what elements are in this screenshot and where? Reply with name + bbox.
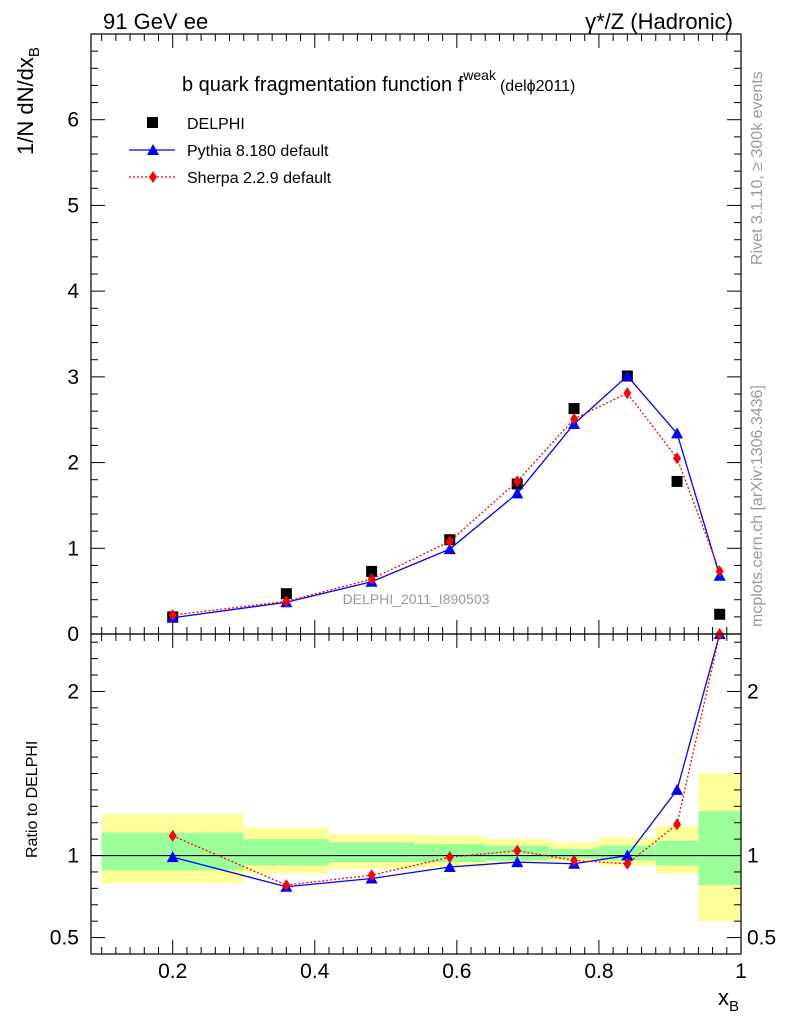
main-sherpa-2-2-9-default-point (570, 412, 579, 425)
main-y-tick-label: 0 (67, 623, 79, 646)
x-axis-label-subscript: B (729, 998, 739, 1015)
x-tick-label: 0.8 (584, 960, 613, 983)
main-sherpa-2-2-9-default-point (673, 452, 682, 465)
ratio-y-ticks: 0.5 0.5 1 1 2 2 (50, 641, 776, 955)
ratio-pythia-8-180-default-point (443, 861, 456, 873)
main-pythia-8-180-default-point (621, 370, 634, 381)
main-y-tick-label: 4 (67, 280, 79, 303)
analysis-watermark: DELPHI_2011_I890503 (343, 591, 490, 607)
ratio-sherpa-2-2-9-default-point (673, 818, 682, 831)
main-sherpa-2-2-9-default-point (715, 565, 724, 578)
main-plot-marks (166, 370, 726, 623)
ratio-pythia-8-180-default-point (671, 783, 684, 795)
ratio-pythia-8-180-default-point (621, 849, 634, 861)
main-delphi-point (280, 588, 292, 600)
ratio-band-green (698, 811, 741, 886)
ratio-y-tick-label-right: 2 (747, 680, 759, 703)
ratio-panel-frame (90, 633, 742, 955)
ratio-x-ticks: 0.2 0.4 0.6 0.8 1 (101, 634, 747, 983)
main-pythia-8-180-default-point (511, 487, 524, 499)
main-delphi-point (714, 608, 726, 620)
main-title-suffix: (delϕ2011) (500, 78, 575, 95)
ratio-y-axis-label: Ratio to DELPHI (24, 741, 41, 858)
legend-delphi-label: DELPHI (187, 116, 245, 133)
ratio-y-tick-label-left: 1 (67, 845, 79, 868)
ratio-band-green (655, 840, 699, 866)
main-sherpa-2-2-9-default-point (282, 595, 291, 608)
main-y-axis-label-text: 1/N dN/dx (13, 57, 38, 155)
ratio-uncertainty-bands (91, 773, 741, 922)
main-sherpa-2-2-9-default-point (513, 475, 522, 488)
header-left-label: 91 GeV ee (103, 9, 208, 34)
legend-pythia-label: Pythia 8.180 default (187, 143, 329, 160)
main-sherpa-2-2-9-default-line (172, 392, 721, 616)
x-tick-label: 1 (735, 960, 747, 983)
main-panel: 0 1 2 3 4 5 6 DELPHI_2011_I890503 b quark frag… (13, 33, 742, 646)
ratio-pythia-8-180-default-point (511, 856, 524, 868)
header-right-label: γ*/Z (Hadronic) (585, 9, 733, 34)
main-y-tick-label: 5 (67, 194, 79, 217)
ratio-band-green (549, 848, 599, 859)
main-y-tick-label: 1 (67, 537, 79, 560)
main-delphi-point (366, 565, 378, 577)
main-title-superscript: weak (462, 67, 497, 83)
ratio-y-tick-label-right: 0.5 (747, 927, 776, 950)
main-sherpa-2-2-9-default-point (367, 573, 376, 586)
x-tick-label: 0.4 (300, 960, 330, 983)
ratio-sherpa-2-2-9-default-point (570, 854, 579, 867)
main-title-text: b quark fragmentation function f (182, 74, 464, 96)
ratio-sherpa-2-2-9-default-point (367, 869, 376, 882)
main-y-axis-label-subscript: B (26, 47, 43, 57)
main-pythia-8-180-default-point (671, 427, 684, 439)
ratio-band-green (328, 842, 415, 863)
legend-pythia-marker (147, 144, 159, 155)
main-y-ticks: 0 1 2 3 4 5 6 (67, 33, 742, 646)
ratio-sherpa-2-2-9-default-point (168, 829, 177, 842)
ratio-sherpa-2-2-9-default-point (513, 844, 522, 857)
ratio-band-green (243, 839, 329, 866)
main-delphi-point (568, 403, 580, 415)
rivet-version-label: Rivet 3.1.10, ≥ 300k events (749, 71, 766, 265)
main-y-axis-label: 1/N dN/dxB (13, 47, 43, 155)
main-y-tick-label: 3 (67, 366, 79, 389)
legend: DELPHI Pythia 8.180 default Sherpa 2.2.9… (129, 116, 332, 187)
main-y-tick-label: 6 (67, 109, 79, 132)
x-tick-label: 0.2 (158, 960, 187, 983)
legend-sherpa-label: Sherpa 2.2.9 default (187, 170, 332, 187)
main-delphi-point (671, 475, 683, 487)
legend-delphi-marker (147, 117, 158, 128)
main-y-tick-label: 2 (67, 452, 79, 475)
x-tick-label: 0.6 (442, 960, 471, 983)
ratio-sherpa-2-2-9-default-point (445, 851, 454, 864)
ratio-pythia-8-180-default-point (166, 851, 179, 863)
legend-sherpa-marker (149, 171, 157, 183)
x-axis-label: xB (718, 985, 739, 1015)
x-axis-label-text: x (718, 985, 729, 1010)
ratio-y-tick-label-right: 1 (747, 845, 759, 868)
ratio-y-tick-label-left: 2 (67, 680, 79, 703)
ratio-sherpa-2-2-9-default-point (282, 879, 291, 892)
ratio-panel: 0.5 0.51 12 2 0.2 0.4 0.6 0.8 1 Ratio to DELPHI… (24, 628, 776, 1015)
main-sherpa-2-2-9-default-point (168, 609, 177, 622)
main-title: b quark fragmentation function fweak(del… (182, 67, 575, 96)
main-sherpa-2-2-9-default-point (445, 535, 454, 548)
main-pythia-8-180-default-point (443, 543, 456, 555)
mcplots-source-label: mcplots.cern.ch [arXiv:1306.3436] (749, 385, 766, 627)
ratio-sherpa-2-2-9-default-point (623, 857, 632, 870)
ratio-y-tick-label-left: 0.5 (50, 927, 79, 950)
main-pythia-8-180-default-line (172, 375, 721, 619)
main-sherpa-2-2-9-default-point (623, 387, 632, 400)
